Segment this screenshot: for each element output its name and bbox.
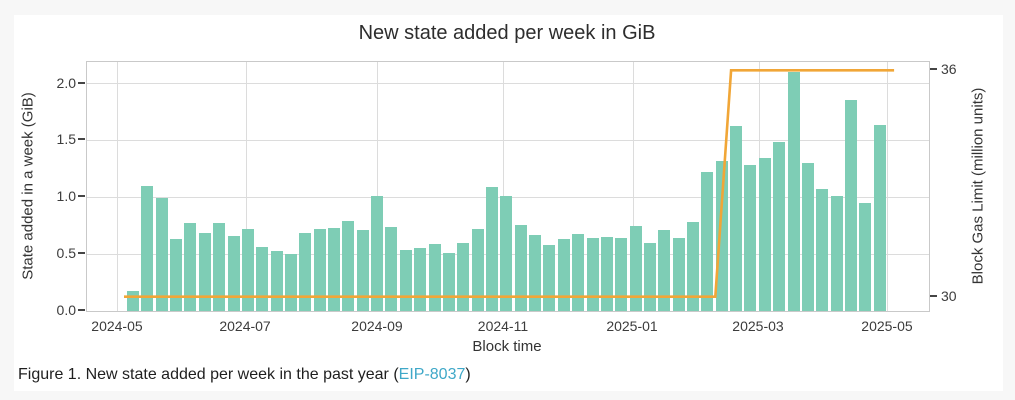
tick-mark [78,195,85,198]
x-tick-label: 2025-05 [861,318,913,334]
y-tick-label-left: 0.0 [56,302,76,318]
state-added-bar [873,124,886,311]
state-added-bar [471,229,484,311]
state-added-bar [543,245,556,311]
state-added-bar [198,232,211,311]
state-added-bar [356,230,369,311]
tick-mark [930,68,937,71]
state-added-bar [170,239,183,311]
state-added-bar [529,234,542,311]
state-added-bar [787,72,800,311]
state-added-bar [586,238,599,311]
state-added-bar [457,242,470,311]
y-axis-label-left: State added in a week (GiB) [19,92,37,280]
state-added-bar [715,160,728,311]
state-added-bar [155,198,168,311]
state-added-bar [241,229,254,311]
state-added-bar [629,225,642,311]
x-tick-label: 2024-09 [351,318,403,334]
state-added-bar [701,172,714,311]
state-added-bar [816,189,829,311]
x-tick-label: 2024-11 [477,318,529,334]
gridline-vertical [632,62,634,311]
y-tick-label-left: 1.0 [56,188,76,205]
state-added-bar [730,125,743,311]
y-tick-label-right: 36 [941,61,957,78]
state-added-bar [500,196,513,311]
eip-8037-link[interactable]: EIP-8037 [398,366,466,383]
state-added-bar [428,243,441,311]
state-added-bar [801,163,814,311]
gridline-vertical [887,62,889,311]
state-added-bar [213,223,226,311]
state-added-bar [414,248,427,311]
tick-mark [78,81,85,84]
gridline-vertical [245,62,247,311]
y-axis-label-right: Block Gas Limit (million units) [969,87,987,285]
state-added-bar [600,237,613,311]
tick-mark [78,138,85,141]
y-tick-label-right: 30 [941,287,957,304]
state-added-bar [557,239,570,311]
gridline-vertical [377,62,379,311]
state-added-bar [658,230,671,311]
x-tick-label: 2024-07 [219,318,271,334]
state-added-bar [184,223,197,311]
state-added-bar [514,224,527,311]
gas-limit-line [124,69,895,298]
x-tick-label: 2025-01 [606,318,658,334]
gridline-horizontal [87,83,929,85]
state-added-bar [141,185,154,311]
state-added-bar [830,196,843,311]
state-added-bar [744,165,757,311]
caption-text: Figure 1. New state added per week in th… [18,366,399,383]
state-added-bar [385,226,398,311]
x-tick-label: 2024-05 [91,318,143,334]
tick-mark [78,252,85,255]
state-added-bar [256,247,269,311]
tick-mark [930,294,937,297]
state-added-bar [371,196,384,311]
chart-title: New state added per week in GiB [358,22,656,44]
y-tick-label-left: 2.0 [56,74,76,91]
x-tick-label: 2025-03 [732,318,784,334]
y-tick-label-left: 1.5 [56,131,76,148]
state-added-bar [845,99,857,311]
state-added-bar [643,242,656,311]
state-added-bar [615,238,628,311]
state-added-bar [758,157,771,311]
state-added-bar [859,203,872,311]
state-added-bar [299,232,312,311]
state-added-bar [687,222,700,311]
state-added-bar [486,187,498,311]
state-added-bar [227,235,240,311]
state-added-bar [672,238,685,311]
state-added-bar [773,141,786,311]
state-added-bar [572,233,585,311]
gridline-vertical [117,62,119,311]
gridline-vertical [503,62,505,311]
y-tick-label-left: 0.5 [56,245,76,262]
state-added-bar [342,221,355,311]
tick-mark [78,309,85,311]
figure-caption: Figure 1. New state added per week in th… [18,366,471,384]
gridline-horizontal [87,139,929,141]
caption-text: ) [465,366,471,383]
state-added-bar [313,229,326,311]
state-added-bar [328,228,341,311]
plot-area [86,61,930,312]
x-axis-label: Block time [472,338,542,355]
